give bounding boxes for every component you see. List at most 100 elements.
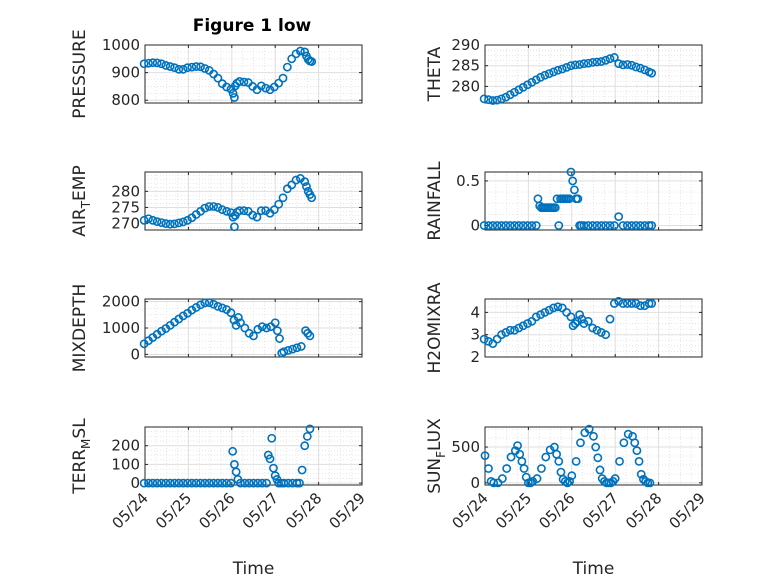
data-point (183, 478, 192, 488)
subplot-rainfall: 0 0.5 RAINFALL (425, 161, 703, 241)
data-point (510, 87, 519, 97)
data-point (165, 219, 175, 229)
data-point (570, 319, 580, 328)
data-point (226, 478, 236, 488)
data-point (635, 301, 645, 311)
data-point (497, 94, 506, 104)
y-tick-label: 0 (470, 217, 480, 235)
data-point (300, 441, 310, 451)
data-point (622, 221, 632, 230)
data-point (305, 331, 315, 341)
y-axis-label: AIRTEMP (70, 165, 93, 236)
data-point (579, 59, 589, 69)
data-point (283, 478, 293, 488)
data-point (592, 57, 602, 67)
data-point (568, 321, 578, 331)
x-tick-label: 05/27 (579, 489, 622, 532)
data-point (300, 177, 310, 187)
data-point (209, 202, 218, 211)
x-tick-label: 05/24 (449, 489, 492, 532)
data-point (571, 456, 581, 466)
data-point (152, 217, 162, 227)
data-point (549, 67, 558, 77)
data-point (170, 478, 179, 488)
data-point (178, 217, 188, 227)
x-tick-label: 05/29 (326, 489, 369, 532)
data-point (174, 478, 184, 488)
data-point (501, 328, 511, 337)
data-point (287, 180, 297, 190)
data-point (274, 78, 284, 88)
y-axis-label: PRESSURE (70, 29, 90, 118)
subplot-h2omixra: 2 3 4 H2OMIXRA (425, 282, 703, 374)
data-point (513, 441, 522, 451)
data-point (217, 478, 227, 488)
data-point (588, 221, 598, 230)
data-point (627, 221, 637, 230)
axes-box (144, 171, 363, 231)
data-point (573, 194, 583, 204)
data-point (307, 57, 317, 66)
data-point (244, 478, 254, 488)
data-point (178, 64, 188, 74)
y-tick-label: 900 (111, 64, 140, 82)
data-point (279, 347, 289, 357)
data-point (305, 424, 315, 434)
data-point (295, 46, 305, 56)
data-point (502, 464, 512, 473)
data-point (619, 438, 629, 448)
data-point (484, 95, 493, 105)
y-axis-label: H2OMIXRA (425, 282, 445, 373)
data-point (640, 65, 650, 75)
data-point (623, 429, 633, 439)
data-point (256, 206, 266, 216)
x-tick-label: 05/29 (666, 489, 709, 532)
y-tick-label: 0 (470, 474, 480, 492)
data-point (479, 221, 489, 230)
data-point (267, 433, 277, 443)
data-point (174, 218, 184, 228)
x-axis-label: Time (572, 559, 615, 579)
data-point (540, 307, 550, 317)
data-point (557, 64, 567, 74)
data-point (292, 478, 302, 488)
data-point (213, 478, 223, 488)
data-point (209, 299, 218, 309)
data-point (566, 312, 576, 322)
data-point (645, 478, 655, 488)
data-point (492, 95, 502, 105)
y-axis-label: RAINFALL (425, 161, 445, 241)
data-point (262, 478, 271, 488)
x-tick-label: 05/27 (239, 489, 282, 532)
data-point (618, 60, 628, 70)
data-point (226, 308, 236, 318)
data-point (631, 221, 641, 230)
data-point (550, 203, 560, 213)
data-point (484, 221, 493, 230)
data-point (591, 442, 601, 452)
data-point (632, 446, 642, 456)
data-point (191, 303, 201, 312)
data-point (170, 219, 179, 229)
data-point (217, 303, 227, 313)
data-point (222, 478, 231, 488)
data-point (187, 62, 197, 72)
data-point (152, 478, 162, 488)
y-axis-label: SUNFLUX (425, 418, 448, 494)
data-point (165, 478, 175, 488)
data-point (488, 221, 498, 230)
data-point (261, 206, 271, 216)
data-point (497, 330, 506, 340)
axes-box (144, 426, 363, 486)
data-point (536, 310, 545, 320)
data-point (609, 221, 619, 230)
data-point (647, 68, 657, 78)
data-point (536, 72, 545, 82)
data-point (235, 77, 245, 86)
data-point (183, 63, 192, 73)
data-point (217, 205, 227, 215)
y-tick-label: 1000 (102, 36, 140, 54)
axes-box (484, 44, 703, 104)
data-point (610, 474, 620, 483)
data-point (541, 452, 551, 462)
